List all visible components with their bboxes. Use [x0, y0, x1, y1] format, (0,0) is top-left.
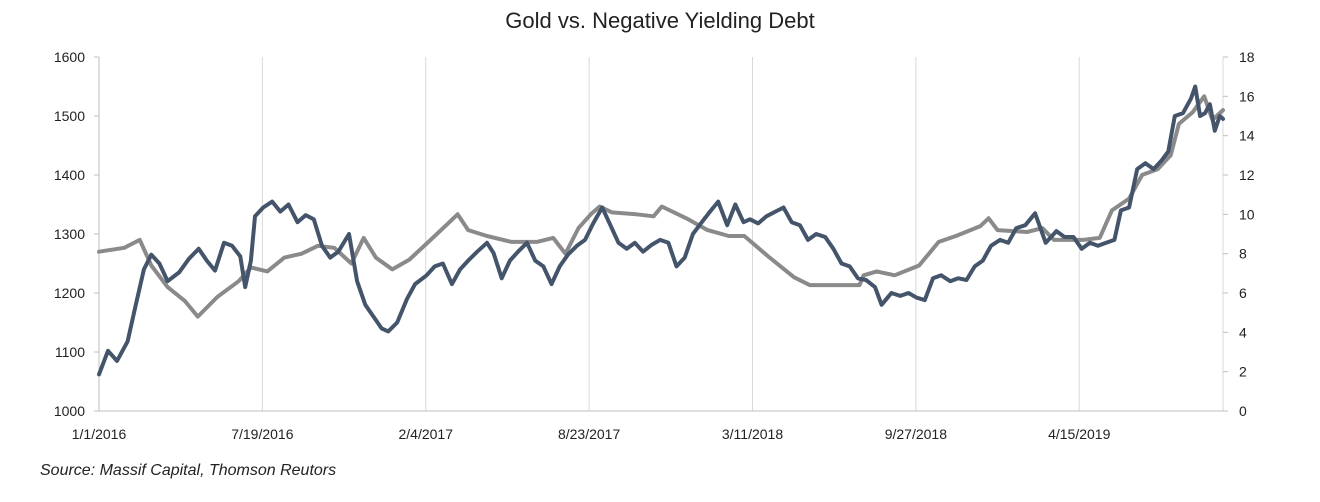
x-tick-label: 1/1/2016	[72, 426, 127, 442]
y2-tick-label: 2	[1239, 364, 1247, 380]
y-tick-label: 1000	[54, 403, 85, 419]
y2-tick-label: 4	[1239, 324, 1247, 340]
y2-tick-label: 14	[1239, 128, 1255, 144]
y2-tick-label: 18	[1239, 49, 1255, 65]
x-tick-label: 7/19/2016	[231, 426, 293, 442]
y2-tick-label: 10	[1239, 206, 1255, 222]
y-tick-label: 1600	[54, 49, 85, 65]
y2-tick-label: 16	[1239, 88, 1255, 104]
y-tick-label: 1400	[54, 167, 85, 183]
y-tick-label: 1100	[55, 344, 85, 360]
y2-tick-label: 0	[1239, 403, 1247, 419]
x-tick-label: 9/27/2018	[885, 426, 947, 442]
x-tick-label: 8/23/2017	[558, 426, 620, 442]
y-tick-label: 1200	[54, 285, 85, 301]
x-tick-label: 3/11/2018	[722, 426, 783, 442]
y2-tick-label: 8	[1239, 246, 1247, 262]
y-tick-label: 1500	[54, 108, 85, 124]
series-layer	[97, 84, 1225, 377]
series-line-right-axis	[97, 94, 1225, 319]
y-tick-label: 1300	[54, 226, 85, 242]
chart-title: Gold vs. Negative Yielding Debt	[505, 8, 814, 33]
x-tick-label: 2/4/2017	[398, 426, 453, 442]
source-note: Source: Massif Capital, Thomson Reutors	[40, 462, 337, 479]
y2-tick-label: 6	[1239, 285, 1247, 301]
y2-tick-label: 12	[1239, 167, 1255, 183]
series-line-left-axis	[97, 84, 1225, 377]
tick-labels: 1/1/2016 7/19/2016 2/4/2017 8/23/2017 3/11/2…	[54, 49, 1255, 442]
axes	[94, 56, 1228, 412]
x-tick-label: 4/15/2019	[1048, 426, 1110, 442]
